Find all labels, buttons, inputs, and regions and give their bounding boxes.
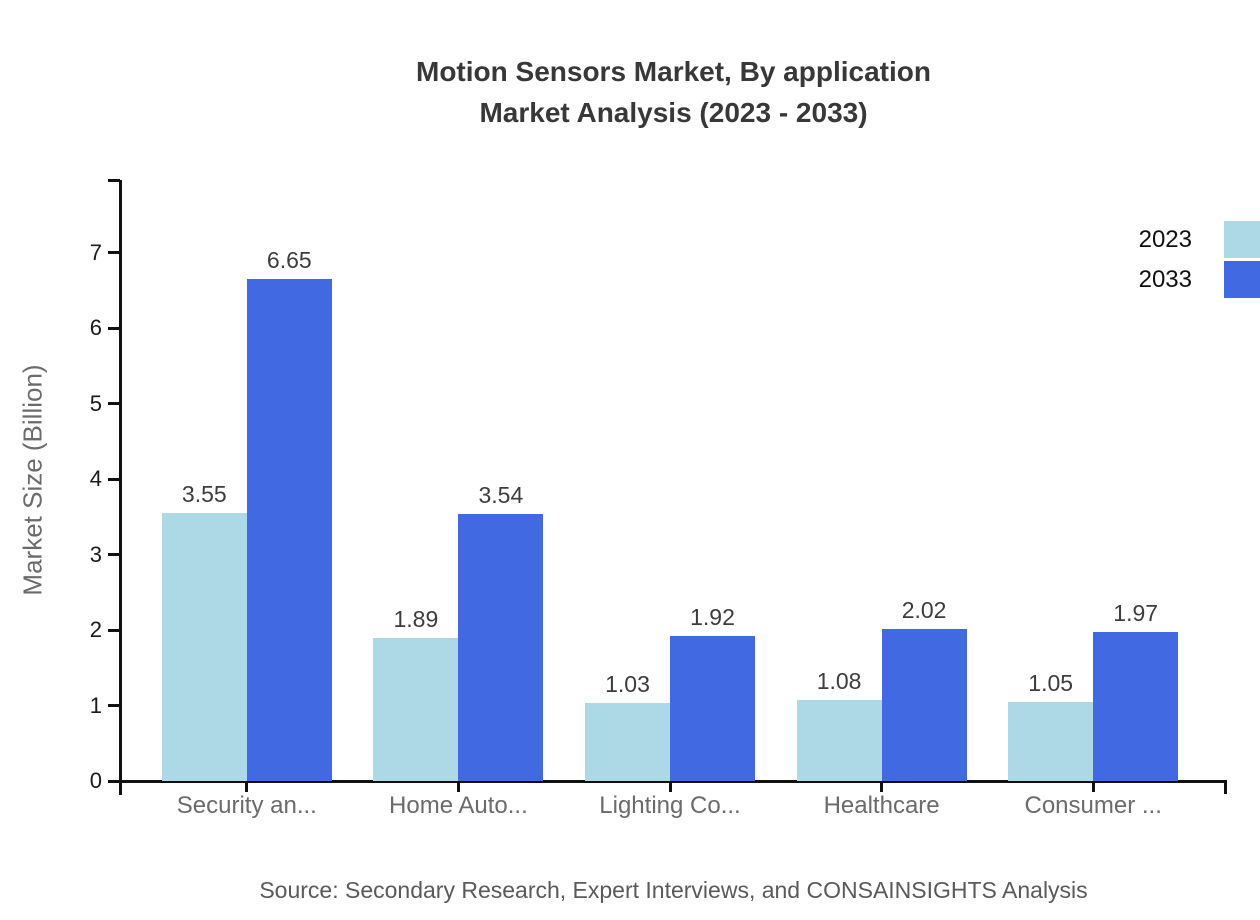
y-tick (108, 402, 120, 406)
legend-swatch-2023[interactable] (1224, 221, 1260, 258)
bar-2033[interactable] (670, 636, 755, 781)
bar-2023[interactable] (1008, 701, 1094, 781)
chart-title: Motion Sensors Market, By application Ma… (120, 51, 1227, 133)
bar-2023[interactable] (796, 699, 882, 781)
bar-2023[interactable] (161, 513, 247, 781)
bar-value-label: 1.08 (816, 667, 862, 694)
y-tick-label: 3 (89, 541, 102, 567)
bar-2023[interactable] (373, 638, 459, 781)
bar-2033[interactable] (881, 628, 967, 781)
x-tick (668, 782, 672, 792)
x-tick (880, 782, 884, 792)
x-category-label: Security an... (176, 792, 317, 819)
x-tick (456, 782, 460, 792)
legend-swatch-2033[interactable] (1224, 261, 1260, 298)
y-axis-title: Market Size (Billion) (17, 364, 48, 596)
bar-value-label: 3.54 (478, 481, 524, 508)
x-category-label: Lighting Co... (599, 792, 741, 819)
y-tick-label: 7 (89, 239, 102, 265)
y-tick (108, 779, 120, 783)
y-tick-label: 6 (89, 315, 102, 341)
y-tick (108, 628, 120, 632)
bar-2033[interactable] (246, 279, 332, 781)
chart-title-line2: Market Analysis (2023 - 2033) (479, 97, 868, 128)
bar-2023[interactable] (585, 703, 670, 781)
x-axis-end-tick (1224, 782, 1227, 794)
y-tick-label: 1 (89, 692, 102, 718)
x-tick (245, 782, 249, 792)
y-tick (108, 704, 120, 708)
chart-title-line1: Motion Sensors Market, By application (416, 56, 931, 87)
bar-2033[interactable] (1093, 632, 1179, 781)
bar-value-label: 1.05 (1028, 669, 1074, 696)
bar-value-label: 1.97 (1113, 600, 1159, 627)
x-category-label: Home Auto... (389, 792, 528, 819)
bar-value-label: 1.89 (393, 606, 439, 633)
y-tick-label: 2 (89, 617, 102, 643)
legend-label-2023[interactable]: 2023 (1138, 226, 1192, 253)
x-category-label: Consumer ... (1024, 792, 1162, 819)
bar-value-label: 1.92 (690, 604, 735, 631)
y-tick-label: 4 (89, 466, 102, 492)
y-tick-label: 5 (89, 390, 102, 416)
y-tick (108, 326, 120, 330)
bar-value-label: 1.03 (605, 671, 650, 698)
x-tick (1091, 782, 1095, 792)
bar-value-label: 6.65 (266, 247, 312, 274)
y-axis-line (118, 180, 122, 795)
x-category-label: Healthcare (823, 792, 940, 819)
y-tick (108, 251, 120, 255)
bar-value-label: 2.02 (901, 596, 947, 623)
bar-2033[interactable] (458, 513, 544, 781)
source-note: Source: Secondary Research, Expert Inter… (259, 877, 1088, 903)
bar-value-label: 3.55 (181, 481, 227, 508)
y-axis-end-tick (108, 179, 120, 182)
y-tick (108, 553, 120, 557)
y-tick-label: 0 (89, 768, 102, 793)
x-axis-line (118, 779, 1227, 783)
legend-label-2033[interactable]: 2033 (1138, 266, 1192, 293)
y-tick (108, 477, 120, 481)
